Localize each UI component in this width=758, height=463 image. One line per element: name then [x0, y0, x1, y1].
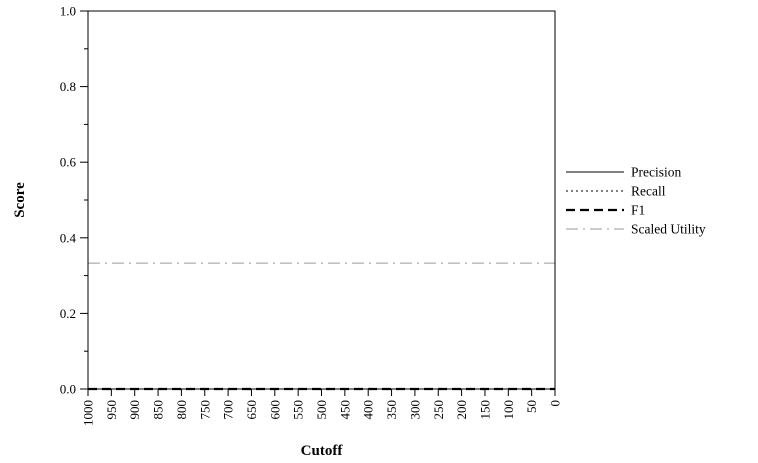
x-tick-label: 400: [361, 400, 376, 420]
legend-label: Precision: [631, 165, 681, 180]
x-tick-label: 950: [104, 400, 119, 420]
x-tick-label: 900: [127, 400, 142, 420]
x-tick-label: 150: [477, 400, 492, 420]
y-tick-label: 0.4: [60, 230, 77, 245]
x-tick-label: 750: [197, 400, 212, 420]
x-tick-label: 600: [267, 400, 282, 420]
legend-label: Scaled Utility: [631, 222, 706, 237]
legend-label: Recall: [631, 184, 666, 199]
x-tick-label: 1000: [81, 400, 96, 426]
x-tick-label: 650: [244, 400, 259, 420]
x-tick-label: 700: [221, 400, 236, 420]
plot-frame: [87, 10, 556, 390]
plot-lines: [88, 262, 555, 391]
y-tick-label: 0.8: [60, 79, 76, 94]
x-tick-label: 200: [454, 400, 469, 420]
legend-label: F1: [631, 203, 645, 218]
x-tick-label: 850: [151, 400, 166, 420]
x-tick-label: 350: [384, 400, 399, 420]
x-tick-label: 100: [501, 400, 516, 420]
legend: Precision Recall F1 Scaled Utility: [566, 165, 706, 237]
x-tick-label: 550: [291, 400, 306, 420]
x-tick-label: 300: [407, 400, 422, 420]
y-axis: 0.0 0.2 0.4 0.6 0.8 1.0: [60, 4, 88, 397]
x-tick-label: 250: [431, 400, 446, 420]
y-tick-label: 0.0: [60, 382, 76, 397]
y-axis-title: Score: [12, 182, 28, 218]
x-tick-label: 450: [337, 400, 352, 420]
x-axis-title: Cutoff: [301, 443, 344, 459]
x-tick-label: 500: [314, 400, 329, 420]
x-tick-label: 800: [174, 400, 189, 420]
x-tick-label: 0: [548, 400, 563, 407]
y-tick-label: 0.2: [60, 306, 76, 321]
x-axis: 1000 950 900 850 800 750 700 650 600 550 500 450 400…: [81, 389, 563, 426]
x-tick-label: 50: [524, 400, 539, 413]
y-tick-label: 1.0: [60, 4, 76, 19]
y-tick-label: 0.6: [60, 155, 77, 170]
